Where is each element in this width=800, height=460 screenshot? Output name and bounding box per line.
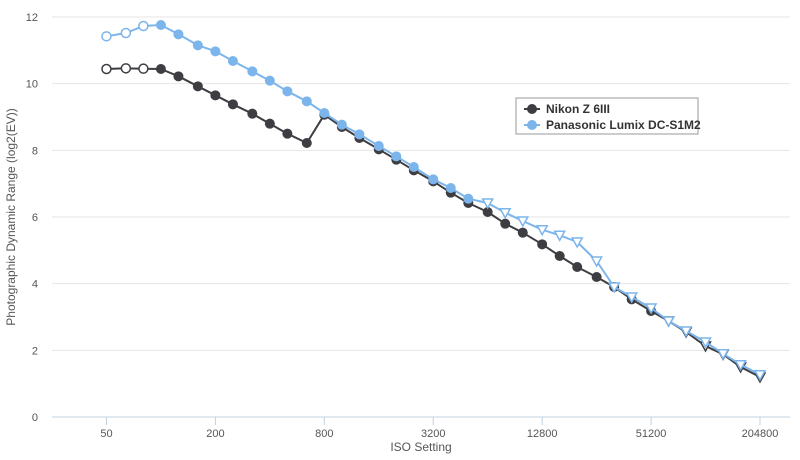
y-tick-label: 6 [32, 212, 38, 224]
data-point [716, 348, 730, 361]
data-point [481, 198, 494, 210]
grid-lines [52, 16, 790, 418]
data-point [517, 227, 528, 238]
data-point [537, 239, 548, 250]
data-point [535, 224, 549, 237]
data-point [336, 119, 347, 130]
x-tick-label: 200 [206, 428, 224, 440]
series-2 [101, 20, 767, 382]
data-point [264, 75, 275, 86]
data-point [282, 128, 293, 139]
y-tick-label: 8 [32, 145, 38, 157]
data-point [173, 29, 184, 40]
data-point [227, 56, 238, 66]
data-point [247, 108, 258, 119]
data-point [155, 20, 166, 30]
data-point [210, 46, 221, 57]
x-tick-label: 51200 [636, 428, 667, 440]
data-point [516, 216, 530, 228]
data-point [155, 64, 166, 74]
data-point [101, 31, 112, 42]
x-tick-label: 800 [315, 428, 333, 440]
data-point [590, 256, 603, 268]
data-point [554, 251, 565, 261]
data-point [498, 207, 512, 220]
axes: 0 2 4 6 8 10 12 50 200 800 3200 12800 51200 204800 [26, 12, 779, 440]
data-point [607, 282, 621, 294]
legend-item[interactable]: Panasonic Lumix DC-S1M2 [524, 118, 701, 132]
data-point [301, 138, 312, 148]
legend-marker [527, 104, 537, 114]
data-point [753, 369, 767, 382]
legend-item[interactable]: Nikon Z 6III [524, 102, 610, 116]
data-point [301, 96, 312, 107]
data-point [120, 63, 132, 74]
data-point [408, 162, 419, 172]
data-point [572, 262, 583, 272]
data-point [500, 218, 511, 229]
data-point [173, 71, 184, 82]
legend-label: Nikon Z 6III [546, 102, 610, 116]
x-axis-title: ISO Setting [390, 440, 451, 454]
x-tick-label: 50 [100, 428, 112, 440]
data-point [247, 66, 258, 77]
data-point [120, 27, 132, 39]
x-tick-label: 12800 [527, 428, 558, 440]
y-axis-title: Photographic Dynamic Range (log2(EV)) [4, 108, 18, 325]
x-tick-label: 3200 [421, 428, 445, 440]
y-tick-label: 10 [26, 79, 38, 91]
data-point [373, 141, 384, 151]
data-point [445, 183, 456, 193]
y-tick-label: 0 [32, 412, 38, 424]
data-point [428, 174, 439, 185]
data-point [282, 86, 293, 97]
data-point [644, 303, 658, 315]
data-point [354, 129, 365, 140]
data-point [662, 316, 675, 328]
data-point [679, 326, 693, 338]
data-point [210, 90, 221, 101]
data-point [734, 359, 747, 372]
legend-box [515, 97, 699, 135]
data-point [699, 337, 712, 349]
legend-label: Panasonic Lumix DC-S1M2 [546, 118, 701, 132]
data-point [570, 237, 584, 249]
data-point [138, 63, 149, 74]
data-point [264, 118, 275, 129]
legend[interactable]: Nikon Z 6III Panasonic Lumix DC-S1M2 [515, 97, 701, 135]
data-point [227, 99, 238, 110]
y-tick-label: 2 [32, 345, 38, 357]
data-point [482, 207, 493, 217]
data-point [319, 108, 330, 118]
data-point [192, 40, 203, 51]
x-tick-label: 204800 [742, 428, 779, 440]
data-point [591, 272, 602, 282]
data-point [192, 81, 203, 92]
legend-marker [527, 120, 537, 130]
data-point [625, 292, 638, 304]
data-point [101, 63, 112, 75]
data-point [463, 193, 474, 204]
series-layer [101, 20, 767, 384]
data-point [391, 151, 402, 162]
data-point [553, 230, 566, 242]
y-tick-label: 12 [26, 12, 38, 24]
y-tick-label: 4 [32, 279, 38, 291]
data-point [138, 20, 149, 32]
series-line [106, 24, 761, 376]
